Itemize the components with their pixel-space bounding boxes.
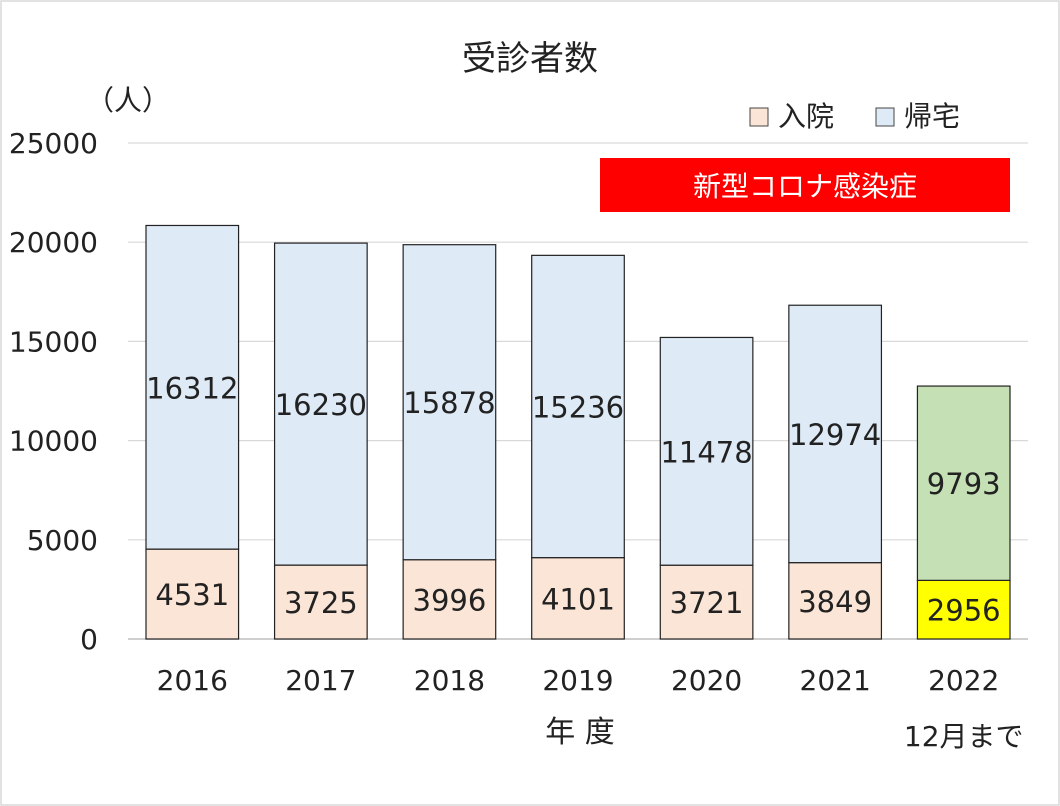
data-label: 11478 bbox=[660, 435, 752, 469]
chart-title: 受診者数 bbox=[462, 39, 598, 79]
legend-label-return-home: 帰宅 bbox=[904, 100, 960, 133]
bar-segment-return-home bbox=[273, 242, 368, 566]
bar-segment-inpatient bbox=[531, 557, 625, 640]
x-tick-label: 2019 bbox=[542, 664, 613, 697]
bar-segment-inpatient bbox=[273, 564, 368, 640]
legend: 入院 帰宅 bbox=[749, 100, 960, 133]
data-label: 15878 bbox=[403, 386, 495, 420]
bar-segment-inpatient bbox=[402, 559, 497, 640]
x-tick-sublabel: 12月まで bbox=[904, 720, 1024, 753]
data-label: 4531 bbox=[155, 578, 229, 612]
legend-swatch-return-home bbox=[875, 107, 895, 127]
y-tick-label: 25000 bbox=[9, 127, 98, 160]
x-tick-labels: 2016 2017 2018 2019 2020 2021 2022 12月まで bbox=[157, 664, 1024, 753]
data-label: 3849 bbox=[798, 585, 872, 619]
data-label: 3721 bbox=[670, 586, 744, 620]
x-axis-label: 年 度 bbox=[545, 715, 615, 750]
y-tick-label: 15000 bbox=[9, 325, 98, 358]
legend-swatch-inpatient bbox=[749, 107, 769, 127]
data-label: 3996 bbox=[413, 583, 487, 617]
bar-segment-return-home bbox=[402, 244, 497, 561]
bar-segment-return-home bbox=[659, 336, 754, 566]
x-tick-label: 2022 bbox=[928, 664, 999, 697]
data-label: 3725 bbox=[284, 586, 358, 620]
x-tick-label: 2017 bbox=[285, 664, 356, 697]
x-tick-label: 2018 bbox=[414, 664, 485, 697]
covid-annotation-box bbox=[600, 158, 1010, 212]
y-axis-label: （人） bbox=[86, 84, 170, 117]
bar-segment-return-home bbox=[531, 254, 625, 559]
x-tick-label: 2020 bbox=[671, 664, 742, 697]
data-label: 16230 bbox=[275, 388, 367, 422]
y-tick-label: 5000 bbox=[27, 524, 98, 557]
data-label: 9793 bbox=[927, 467, 1001, 501]
bar-segment-return-home bbox=[145, 224, 240, 550]
data-label: 15236 bbox=[532, 390, 624, 424]
bars: 4531 16312 3725 16230 3996 15878 4101 15236 3721… bbox=[145, 224, 1011, 640]
bar-segment-return-home bbox=[788, 304, 883, 564]
x-tick-label: 2021 bbox=[800, 664, 871, 697]
data-label: 2956 bbox=[927, 594, 1001, 628]
y-tick-label: 20000 bbox=[9, 226, 98, 259]
data-label: 4101 bbox=[541, 582, 615, 616]
data-label: 12974 bbox=[789, 418, 881, 452]
covid-annotation: 新型コロナ感染症 bbox=[600, 158, 1010, 212]
y-tick-labels: 0 5000 10000 15000 20000 25000 bbox=[9, 127, 98, 656]
x-tick-label: 2016 bbox=[157, 664, 228, 697]
legend-label-inpatient: 入院 bbox=[778, 100, 834, 133]
y-tick-label: 10000 bbox=[9, 425, 98, 458]
bar-segment-return-home bbox=[916, 385, 1011, 581]
covid-annotation-text: 新型コロナ感染症 bbox=[693, 170, 917, 203]
data-label: 16312 bbox=[146, 371, 238, 405]
y-tick-label: 0 bbox=[80, 623, 98, 656]
